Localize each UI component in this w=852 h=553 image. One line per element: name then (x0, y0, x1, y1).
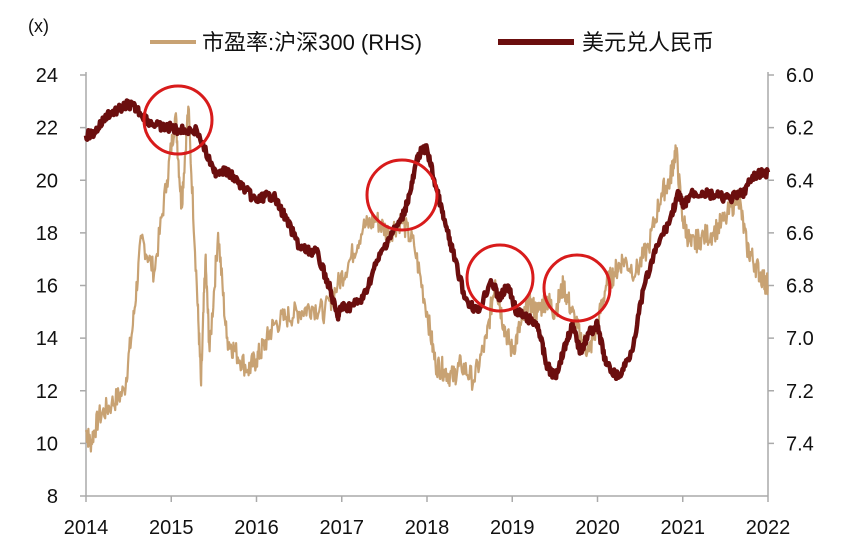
x-tick-label: 2022 (746, 517, 791, 539)
right-tick-label: 6.4 (786, 170, 814, 192)
right-tick-label: 7.0 (786, 328, 814, 350)
highlight-circle (142, 84, 214, 156)
left-tick-label: 16 (36, 276, 58, 298)
series-line-pe (84, 105, 769, 453)
right-tick-label: 7.4 (786, 433, 814, 455)
x-tick-label: 2015 (149, 517, 194, 539)
left-tick-label: 18 (36, 223, 58, 245)
series-layer (83, 98, 771, 453)
highlight-circle (465, 243, 535, 313)
left-tick-label: 8 (47, 486, 58, 508)
left-tick-label: 22 (36, 118, 58, 140)
highlight-circle (365, 158, 439, 232)
left-tick-label: 24 (36, 65, 58, 87)
x-tick-label: 2020 (575, 517, 620, 539)
x-tick-label: 2021 (661, 517, 706, 539)
left-tick-label: 12 (36, 381, 58, 403)
left-tick-label: 10 (36, 433, 58, 455)
highlight-circle (542, 253, 612, 323)
x-tick-label: 2014 (64, 517, 109, 539)
series-line-usdcny (83, 98, 771, 382)
right-tick-label: 6.6 (786, 223, 814, 245)
tick-layer: 2014 2015 2016 2017 2018 2019 2020 2021 20222422… (36, 65, 814, 539)
highlight-layer (142, 84, 612, 323)
legend: (x) 市盈率:沪深300 (RHS) 美元兑人民币 (28, 16, 714, 55)
left-axis-unit: (x) (28, 16, 49, 36)
x-tick-label: 2017 (320, 517, 365, 539)
right-tick-label: 6.8 (786, 276, 814, 298)
right-tick-label: 6.2 (786, 118, 814, 140)
x-tick-label: 2016 (234, 517, 279, 539)
left-tick-label: 14 (36, 328, 58, 350)
x-tick-label: 2019 (490, 517, 535, 539)
left-tick-label: 20 (36, 170, 58, 192)
legend-label-usdcny: 美元兑人民币 (582, 30, 714, 55)
legend-label-pe: 市盈率:沪深300 (RHS) (202, 30, 422, 55)
x-tick-label: 2018 (405, 517, 450, 539)
right-tick-label: 7.2 (786, 381, 814, 403)
right-tick-label: 6.0 (786, 65, 814, 87)
